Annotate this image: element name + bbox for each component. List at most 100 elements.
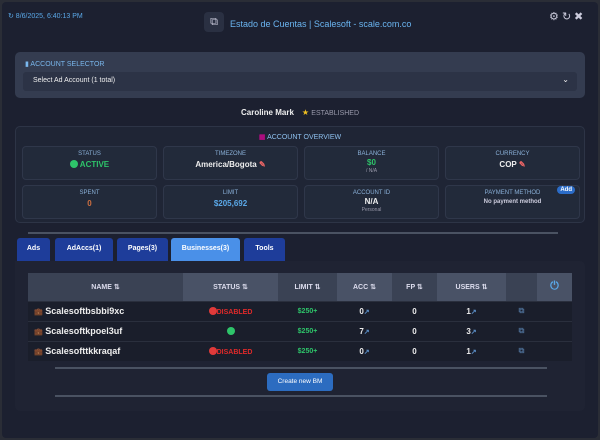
spent-value: 0: [87, 199, 92, 208]
account-selector: ▮ ACCOUNT SELECTOR Select Ad Account (1 …: [15, 52, 585, 98]
fp-cell: 0: [392, 300, 437, 321]
limit-cell: $250+: [278, 320, 337, 341]
edit-icon[interactable]: ✎: [258, 160, 266, 169]
col-status[interactable]: STATUS ⇅: [183, 273, 278, 301]
star-icon: ★: [301, 108, 312, 117]
open-link-icon[interactable]: ⧉: [506, 320, 537, 341]
external-link-icon[interactable]: ↗: [363, 308, 370, 316]
account-id-card: ACCOUNT ID N/A Personal: [304, 185, 439, 219]
tab-adaccs[interactable]: AdAccs(1): [55, 238, 113, 262]
tab-tools[interactable]: Tools: [244, 238, 285, 262]
disabled-dot-icon: [208, 346, 217, 355]
users-value: 3: [466, 326, 471, 336]
external-link-icon[interactable]: ↗: [470, 348, 477, 356]
currency-value: COP: [499, 160, 517, 169]
ad-account-select[interactable]: Select Ad Account (1 total) ⌄: [23, 72, 577, 91]
business-name[interactable]: Scalesoftkpoel3uf: [45, 326, 123, 336]
divider: [28, 232, 558, 234]
users-value: 1: [466, 346, 471, 356]
external-link-icon[interactable]: ↗: [363, 328, 370, 336]
currency-card: CURRENCY COP ✎: [445, 146, 580, 180]
users-value: 1: [466, 306, 471, 316]
timestamp: ↻ 8/6/2025, 6:40:13 PM: [8, 13, 83, 20]
open-link-icon[interactable]: ⧉: [506, 340, 537, 361]
limit-label: LIMIT: [222, 190, 239, 196]
table-row: 💼 Scalesoftbsbbi9xc DISABLED $250+ 0↗ 0 …: [28, 300, 572, 321]
empty-cell: [537, 320, 572, 341]
account-selector-label: ACCOUNT SELECTOR: [30, 61, 105, 68]
power-icon[interactable]: ⏻: [537, 273, 572, 301]
window-title: Estado de Cuentas | Scalesoft - scale.co…: [230, 19, 412, 29]
status-text: DISABLED: [216, 348, 253, 356]
balance-value: $0: [367, 158, 376, 167]
acc-value: 0: [359, 346, 364, 356]
currency-label: CURRENCY: [495, 151, 530, 157]
users-cell: 1↗: [437, 340, 506, 361]
balance-label: BALANCE: [357, 151, 386, 157]
acc-cell: 0↗: [337, 300, 392, 321]
refresh-icon[interactable]: ↻: [562, 11, 572, 23]
limit-value: $205,692: [213, 199, 248, 208]
tab-businesses[interactable]: Businesses(3): [171, 238, 240, 262]
status-card: STATUS ACTIVE: [22, 146, 157, 180]
fp-cell: 0: [392, 320, 437, 341]
active-dot-icon: [226, 326, 235, 335]
profile-badge: ESTABLISHED: [311, 110, 360, 117]
col-limit[interactable]: LIMIT ⇅: [278, 273, 337, 301]
account-overview: ▦ ACCOUNT OVERVIEW STATUS ACTIVE TIMEZON…: [15, 126, 585, 223]
status-cell: [183, 320, 278, 341]
col-users[interactable]: USERS ⇅: [437, 273, 506, 301]
balance-card: BALANCE $0/ N/A: [304, 146, 439, 180]
users-cell: 3↗: [437, 320, 506, 341]
acc-cell: 0↗: [337, 340, 392, 361]
acc-value: 0: [359, 306, 364, 316]
gear-icon[interactable]: ⚙: [549, 11, 559, 23]
add-payment-button[interactable]: Add: [557, 186, 575, 194]
acc-cell: 7↗: [337, 320, 392, 341]
external-link-icon[interactable]: ↗: [470, 308, 477, 316]
open-link-icon[interactable]: ⧉: [506, 300, 537, 321]
external-link-icon[interactable]: ↗: [470, 328, 477, 336]
external-link-icon[interactable]: ↗: [363, 348, 370, 356]
account-id-label: ACCOUNT ID: [352, 190, 391, 196]
spent-card: SPENT 0: [22, 185, 157, 219]
timezone-card: TIMEZONE America/Bogota ✎: [163, 146, 298, 180]
acc-value: 7: [359, 326, 364, 336]
table-row: 💼 Scalesofttkkraqaf DISABLED $250+ 0↗ 0 …: [28, 340, 572, 361]
copy-icon[interactable]: ⧉: [204, 12, 224, 32]
clipboard-icon: ▮: [25, 61, 31, 68]
profile-name: Caroline Mark: [240, 108, 294, 117]
account-id-sub: Personal: [361, 207, 382, 213]
briefcase-icon: 💼: [34, 309, 43, 316]
spent-label: SPENT: [79, 190, 100, 196]
chevron-down-icon: ⌄: [562, 75, 569, 84]
account-id-value: N/A: [364, 197, 379, 206]
limit-cell: $250+: [278, 300, 337, 321]
status-cell: DISABLED: [183, 340, 278, 361]
edit-icon[interactable]: ✎: [518, 160, 526, 169]
col-acc[interactable]: ACC ⇅: [337, 273, 392, 301]
limit-cell: $250+: [278, 340, 337, 361]
business-name[interactable]: Scalesoftbsbbi9xc: [45, 306, 125, 316]
payment-value: No payment method: [483, 199, 542, 205]
col-name[interactable]: NAME ⇅: [28, 273, 183, 301]
empty-cell: [537, 300, 572, 321]
business-name[interactable]: Scalesofttkkraqaf: [45, 346, 121, 357]
briefcase-icon: 💼: [34, 349, 43, 357]
chart-icon: ▦: [258, 134, 268, 141]
businesses-table: NAME ⇅ STATUS ⇅ LIMIT ⇅ ACC ⇅ FP ⇅ USERS…: [28, 273, 572, 361]
col-fp[interactable]: FP ⇅: [392, 273, 437, 301]
overview-title: ACCOUNT OVERVIEW: [267, 134, 342, 141]
table-row: 💼 Scalesoftkpoel3uf $250+ 7↗ 0 3↗ ⧉: [28, 320, 572, 341]
divider: [55, 367, 547, 369]
profile: Caroline Mark ★ ESTABLISHED: [2, 108, 598, 117]
limit-card: LIMIT $205,692: [163, 185, 298, 219]
close-icon[interactable]: ✖: [574, 11, 584, 23]
tab-ads[interactable]: Ads: [17, 238, 50, 262]
tab-pages[interactable]: Pages(3): [117, 238, 168, 262]
users-cell: 1↗: [437, 300, 506, 321]
businesses-panel: NAME ⇅ STATUS ⇅ LIMIT ⇅ ACC ⇅ FP ⇅ USERS…: [15, 261, 585, 411]
create-bm-button[interactable]: Create new BM: [267, 373, 333, 391]
divider: [55, 395, 547, 397]
